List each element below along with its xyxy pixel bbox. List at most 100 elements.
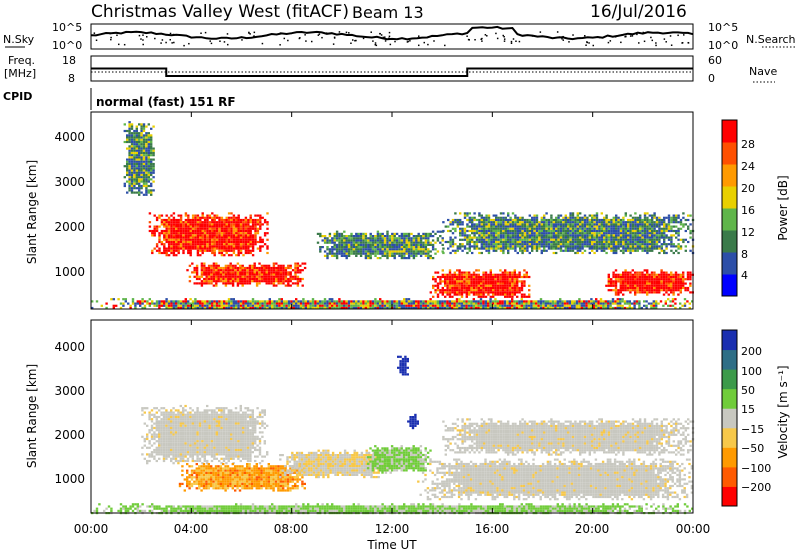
heatmap-cell [184, 300, 187, 303]
heatmap-cell [235, 243, 238, 246]
heatmap-cell [282, 264, 285, 267]
heatmap-cell [686, 289, 690, 292]
heatmap-cell [345, 235, 348, 238]
heatmap-cell [395, 246, 399, 249]
heatmap-cell [335, 257, 339, 260]
heatmap-cell [236, 266, 240, 270]
heatmap-cell [244, 300, 247, 303]
heatmap-cell [581, 225, 584, 228]
heatmap-cell [449, 238, 452, 241]
heatmap-cell [527, 304, 531, 307]
noise-dot [261, 42, 264, 45]
heatmap-cell [328, 298, 331, 301]
noise-dot [362, 37, 365, 40]
heatmap-cell [568, 302, 571, 305]
heatmap-cell [521, 236, 524, 239]
heatmap-cell [545, 249, 548, 252]
heatmap-cell [497, 240, 500, 244]
noise-left-tick-top: 10^5 [52, 21, 82, 34]
heatmap-cell [263, 306, 267, 310]
heatmap-cell [576, 243, 579, 246]
heatmap-cell [478, 236, 481, 239]
heatmap-cell [199, 243, 202, 246]
heatmap-cell [466, 238, 469, 241]
heatmap-cell [167, 243, 171, 246]
heatmap-cell [581, 243, 584, 246]
heatmap-cell [357, 237, 360, 240]
heatmap-cell [266, 247, 269, 250]
heatmap-cell [475, 280, 478, 283]
heatmap-cell [184, 247, 188, 250]
heatmap-cell [600, 221, 603, 224]
heatmap-cell [643, 238, 647, 241]
heatmap-cell [279, 269, 283, 272]
heatmap-cell [263, 302, 267, 305]
heatmap-cell [343, 237, 346, 240]
heatmap-cell [206, 238, 209, 241]
heatmap-cell [172, 300, 175, 303]
heatmap-cell [547, 221, 551, 224]
heatmap-cell [407, 300, 411, 303]
heatmap-cell [235, 302, 238, 305]
heatmap-cell [175, 240, 178, 244]
heatmap-cell [333, 246, 336, 249]
heatmap-cell [518, 304, 521, 307]
heatmap-cell [648, 232, 651, 235]
noise-dot [568, 41, 570, 43]
noise-dot [95, 39, 98, 42]
heatmap-cell [241, 271, 244, 274]
heatmap-cell [629, 249, 632, 252]
heatmap-cell [335, 243, 339, 246]
heatmap-cell [508, 273, 512, 276]
heatmap-cell [207, 271, 211, 274]
heatmap-cell [208, 302, 211, 305]
heatmap-cell [629, 275, 632, 279]
heatmap-cell [167, 221, 171, 224]
heatmap-cell [229, 280, 232, 283]
heatmap-cell [552, 218, 555, 222]
heatmap-cell [331, 239, 334, 242]
heatmap-cell [669, 304, 672, 307]
heatmap-cell [612, 251, 615, 255]
heatmap-cell [441, 291, 444, 294]
heatmap-cell [158, 249, 161, 252]
heatmap-cell [634, 240, 637, 244]
heatmap-cell [535, 223, 539, 226]
heatmap-cell [662, 282, 666, 285]
heatmap-cell [191, 234, 195, 237]
heatmap-cell [511, 300, 514, 303]
heatmap-cell [419, 304, 423, 307]
heatmap-cell [543, 223, 546, 226]
heatmap-cell [296, 269, 300, 272]
heatmap-cell [670, 289, 673, 292]
heatmap-cell [179, 243, 183, 246]
heatmap-cell [412, 300, 415, 303]
heatmap-cell [160, 240, 164, 244]
heatmap-cell [441, 286, 444, 290]
heatmap-cell [182, 223, 185, 226]
heatmap-cell [215, 282, 218, 285]
heatmap-cell [220, 234, 224, 237]
heatmap-cell [472, 291, 476, 294]
heatmap-cell [619, 249, 623, 252]
heatmap-cell [196, 304, 199, 307]
heatmap-cell [458, 271, 461, 274]
heatmap-cell [213, 232, 216, 235]
heatmap-cell [267, 264, 271, 267]
heatmap-cell [128, 123, 131, 126]
heatmap-cell [607, 218, 611, 222]
heatmap-cell [562, 236, 565, 239]
heatmap-cell [571, 247, 575, 250]
heatmap-cell [639, 225, 642, 228]
heatmap-cell [622, 273, 625, 276]
heatmap-cell [473, 216, 476, 219]
heatmap-cell [323, 250, 327, 253]
heatmap-cell [211, 243, 214, 246]
heatmap-cell [234, 275, 237, 278]
heatmap-cell [239, 243, 243, 246]
heatmap-cell [279, 277, 283, 281]
heatmap-cell [615, 221, 618, 224]
noise-dot [502, 34, 504, 37]
heatmap-cell [540, 243, 543, 246]
heatmap-cell [205, 266, 208, 270]
